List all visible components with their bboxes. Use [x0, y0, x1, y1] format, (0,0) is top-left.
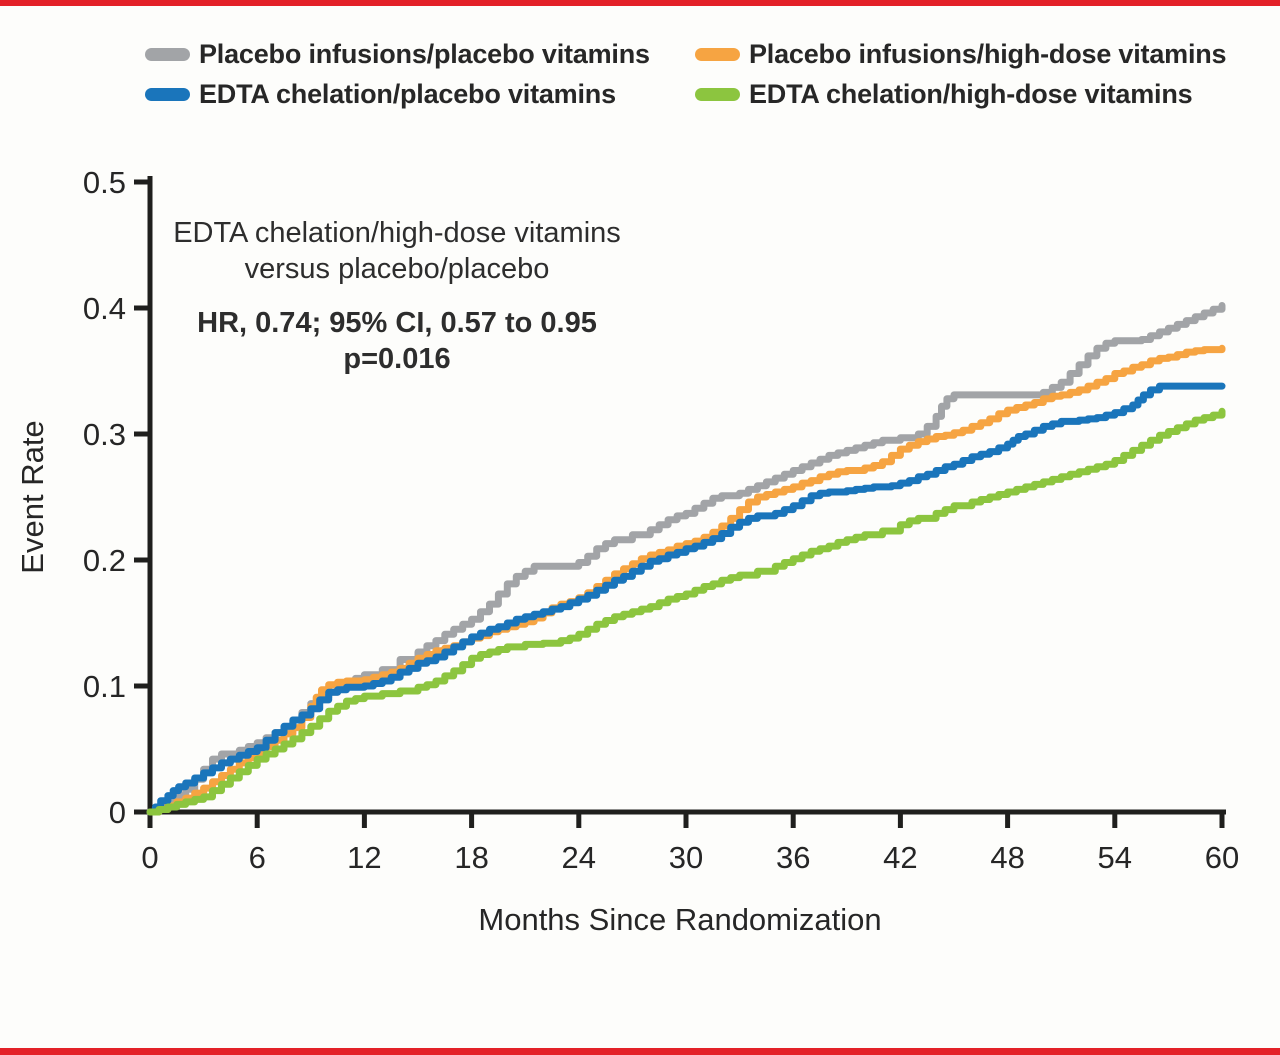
x-tick-label: 42 — [883, 840, 917, 875]
x-tick-label: 60 — [1205, 840, 1239, 875]
x-tick-label: 36 — [776, 840, 810, 875]
series-curve — [146, 344, 1226, 816]
bottom-border-bar — [0, 1048, 1280, 1055]
top-border-bar — [0, 0, 1280, 6]
legend-label: EDTA chelation/high-dose vitamins — [749, 78, 1193, 109]
y-tick-label: 0 — [109, 795, 126, 830]
annotation-stats: HR, 0.74; 95% CI, 0.57 to 0.95 p=0.016 — [147, 305, 647, 377]
y-tick-label: 0.1 — [83, 669, 126, 704]
x-tick-label: 48 — [990, 840, 1024, 875]
comparison-annotation: EDTA chelation/high-dose vitamins versus… — [147, 215, 647, 377]
y-tick-label: 0.2 — [83, 543, 126, 578]
legend-item-edta-highdose: EDTA chelation/high-dose vitamins — [695, 78, 1226, 109]
legend-label: EDTA chelation/placebo vitamins — [199, 78, 616, 109]
legend-swatch-orange — [695, 47, 740, 61]
x-tick-label: 30 — [669, 840, 703, 875]
y-tick-label: 0.4 — [83, 291, 126, 326]
annotation-p-value: p=0.016 — [343, 343, 451, 375]
annotation-comparison-line1: EDTA chelation/high-dose vitamins — [173, 217, 621, 249]
x-tick-label: 12 — [347, 840, 381, 875]
annotation-hazard-ratio: HR, 0.74; 95% CI, 0.57 to 0.95 — [197, 307, 597, 339]
legend-label: Placebo infusions/placebo vitamins — [199, 38, 650, 69]
x-tick-label: 54 — [1098, 840, 1132, 875]
annotation-comparison-line2: versus placebo/placebo — [244, 253, 550, 285]
legend-item-placebo-placebo: Placebo infusions/placebo vitamins — [145, 38, 695, 69]
x-tick-label: 0 — [141, 840, 158, 875]
legend-swatch-green — [695, 87, 740, 101]
y-tick-label: 0.3 — [83, 417, 126, 452]
series-curve — [146, 382, 1226, 816]
x-axis-title: Months Since Randomization — [478, 902, 882, 937]
legend-label: Placebo infusions/high-dose vitamins — [749, 38, 1227, 69]
legend-swatch-blue — [145, 87, 190, 101]
y-tick-label: 0.5 — [83, 165, 126, 200]
series-curve — [146, 407, 1226, 816]
x-tick-label: 18 — [454, 840, 488, 875]
legend-item-edta-placebo: EDTA chelation/placebo vitamins — [145, 78, 695, 109]
legend-swatch-gray — [145, 47, 190, 61]
x-tick-label: 6 — [249, 840, 266, 875]
chart-legend: Placebo infusions/placebo vitamins Place… — [145, 38, 1227, 109]
legend-item-placebo-highdose: Placebo infusions/high-dose vitamins — [695, 38, 1227, 69]
x-tick-label: 24 — [562, 840, 596, 875]
